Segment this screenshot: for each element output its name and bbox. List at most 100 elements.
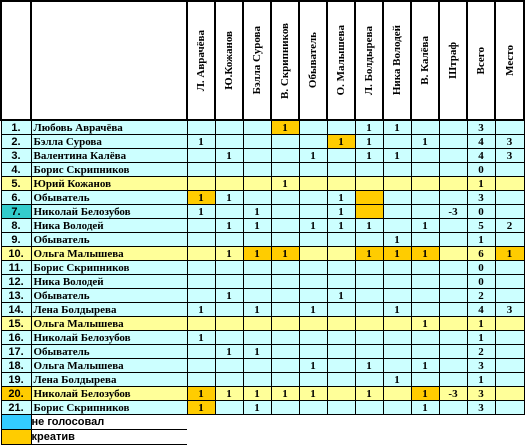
vote-cell: 1 xyxy=(410,134,440,149)
vote-cell: 1 xyxy=(214,246,244,261)
vote-cell: 3 xyxy=(466,119,496,135)
vote-cell: 1 xyxy=(186,400,216,415)
row-name: Лена Болдырева xyxy=(30,372,188,387)
vote-cell xyxy=(298,344,328,359)
vote-cell xyxy=(270,218,300,233)
vote-cell: 1 xyxy=(242,204,272,219)
vote-cell: 4 xyxy=(466,134,496,149)
row-number: 5. xyxy=(0,176,32,191)
column-header-text: Обыватель xyxy=(307,32,319,89)
vote-cell xyxy=(242,148,272,163)
vote-cell xyxy=(186,260,216,275)
vote-cell: 6 xyxy=(466,246,496,261)
vote-cell xyxy=(410,372,440,387)
data-row: 21. Борис Скрипников 1 1 1 3 xyxy=(0,400,525,415)
vote-cell xyxy=(382,218,412,233)
vote-cell: 1 xyxy=(326,190,356,205)
vote-cell xyxy=(410,260,440,275)
vote-cell xyxy=(270,162,300,177)
row-name: Борис Скрипников xyxy=(30,162,188,177)
row-number: 11. xyxy=(0,260,32,275)
vote-cell xyxy=(298,372,328,387)
vote-cell xyxy=(242,162,272,177)
vote-cell xyxy=(382,330,412,345)
vote-cell xyxy=(270,372,300,387)
vote-cell xyxy=(438,162,468,177)
row-name: Обыватель xyxy=(30,232,188,247)
column-header: Ника Володей xyxy=(382,0,412,121)
vote-cell xyxy=(326,260,356,275)
vote-cell: 1 xyxy=(354,134,384,149)
row-name: Николай Белозубов xyxy=(30,330,188,345)
vote-cell xyxy=(438,218,468,233)
row-name: Ольга Малышева xyxy=(30,358,188,373)
vote-cell xyxy=(186,246,216,261)
legend-swatch xyxy=(0,429,32,445)
vote-cell xyxy=(326,246,356,261)
vote-cell: 1 xyxy=(382,372,412,387)
vote-cell xyxy=(242,119,272,135)
vote-cell xyxy=(214,316,244,331)
vote-cell xyxy=(438,344,468,359)
vote-cell: 1 xyxy=(270,246,300,261)
vote-cell xyxy=(354,330,384,345)
vote-cell xyxy=(270,134,300,149)
vote-cell xyxy=(214,358,244,373)
vote-cell xyxy=(438,246,468,261)
vote-cell: 0 xyxy=(466,204,496,219)
column-header: Место xyxy=(494,0,525,121)
vote-cell xyxy=(410,176,440,191)
vote-cell xyxy=(382,134,412,149)
vote-cell: 1 xyxy=(326,288,356,303)
vote-cell xyxy=(494,232,525,247)
vote-cell xyxy=(298,119,328,135)
vote-cell: 1 xyxy=(298,148,328,163)
vote-cell xyxy=(354,204,384,219)
column-header-text: Ника Володей xyxy=(391,25,403,96)
vote-cell xyxy=(382,162,412,177)
column-header: Штраф xyxy=(438,0,468,121)
vote-cell: 1 xyxy=(298,302,328,317)
vote-cell: 1 xyxy=(214,190,244,205)
vote-cell xyxy=(354,288,384,303)
vote-cell: 1 xyxy=(354,386,384,401)
vote-cell xyxy=(186,119,216,135)
vote-cell xyxy=(438,134,468,149)
data-row: 2. Бэлла Сурова 1 1 1 1 4 3 xyxy=(0,134,525,149)
vote-cell xyxy=(186,316,216,331)
column-header: Обыватель xyxy=(298,0,328,121)
row-name: Николай Белозубов xyxy=(30,386,188,401)
vote-cell xyxy=(410,162,440,177)
vote-cell xyxy=(438,119,468,135)
legend-row: креатив xyxy=(0,429,524,445)
vote-cell xyxy=(494,386,525,401)
row-name: Николай Белозубов xyxy=(30,204,188,219)
column-header-text: В. Калёва xyxy=(419,36,431,85)
row-name: Ника Володей xyxy=(30,274,188,289)
vote-cell: 2 xyxy=(466,344,496,359)
vote-cell xyxy=(354,232,384,247)
data-row: 8. Ника Володей 1 1 1 1 1 1 5 2 xyxy=(0,218,525,233)
vote-cell xyxy=(298,134,328,149)
vote-cell xyxy=(270,330,300,345)
vote-cell xyxy=(326,386,356,401)
vote-cell xyxy=(354,344,384,359)
column-header: О. Малышева xyxy=(326,0,356,121)
vote-cell xyxy=(326,176,356,191)
vote-cell xyxy=(494,119,525,135)
row-number: 6. xyxy=(0,190,32,205)
legend-label: не голосовал xyxy=(30,414,187,430)
vote-cell xyxy=(382,260,412,275)
vote-cell xyxy=(298,288,328,303)
row-number: 1. xyxy=(0,119,32,135)
vote-cell xyxy=(186,232,216,247)
vote-cell: 1 xyxy=(186,134,216,149)
vote-cell xyxy=(326,372,356,387)
vote-cell xyxy=(186,148,216,163)
vote-cell xyxy=(494,288,525,303)
vote-cell xyxy=(494,372,525,387)
vote-cell xyxy=(214,176,244,191)
vote-cell: 5 xyxy=(466,218,496,233)
vote-cell xyxy=(242,288,272,303)
